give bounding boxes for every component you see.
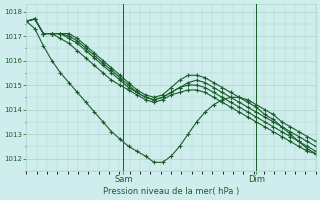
X-axis label: Pression niveau de la mer( hPa ): Pression niveau de la mer( hPa ) [103,187,239,196]
